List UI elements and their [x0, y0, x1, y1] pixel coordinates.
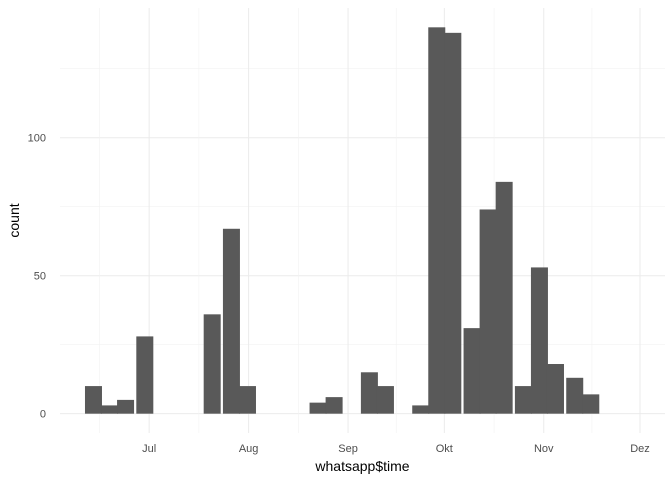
histogram-bar	[463, 328, 481, 414]
histogram-bar	[376, 386, 394, 414]
histogram-bar	[412, 405, 430, 414]
histogram-bar	[546, 364, 564, 414]
histogram-bar	[479, 209, 497, 414]
y-axis-tick-labels: 0 50 100	[28, 133, 46, 421]
x-axis-tick-labels: Jul Aug Sep Okt Nov Dez	[142, 443, 650, 455]
histogram-bar	[428, 27, 446, 414]
histogram-bar	[530, 267, 548, 414]
x-tick-label: Aug	[239, 443, 259, 455]
x-tick-label: Dez	[630, 443, 650, 455]
y-tick-label: 50	[34, 271, 46, 283]
histogram-bar	[514, 386, 532, 414]
histogram-bar	[495, 181, 513, 414]
histogram-bar	[203, 314, 221, 414]
x-tick-label: Sep	[338, 443, 358, 455]
histogram-bar	[222, 228, 240, 414]
y-tick-label: 0	[40, 409, 46, 421]
histogram-bar	[136, 336, 154, 414]
histogram-bar	[84, 386, 102, 414]
histogram-bar	[117, 399, 135, 414]
histogram-bar	[566, 377, 584, 414]
x-tick-label: Okt	[436, 443, 453, 455]
histogram-bar	[309, 402, 327, 414]
x-tick-label: Jul	[142, 443, 156, 455]
y-axis-title: count	[6, 203, 22, 237]
histogram-bar	[444, 32, 462, 414]
histogram-bar	[325, 397, 343, 414]
histogram-bar	[582, 394, 600, 414]
x-tick-label: Nov	[534, 443, 554, 455]
y-tick-label: 100	[28, 133, 46, 145]
histogram-bar	[101, 405, 119, 414]
histogram-bar	[238, 386, 256, 414]
histogram-bars	[84, 27, 600, 414]
x-axis-title: whatsapp$time	[314, 458, 409, 474]
histogram-bar	[360, 372, 378, 414]
